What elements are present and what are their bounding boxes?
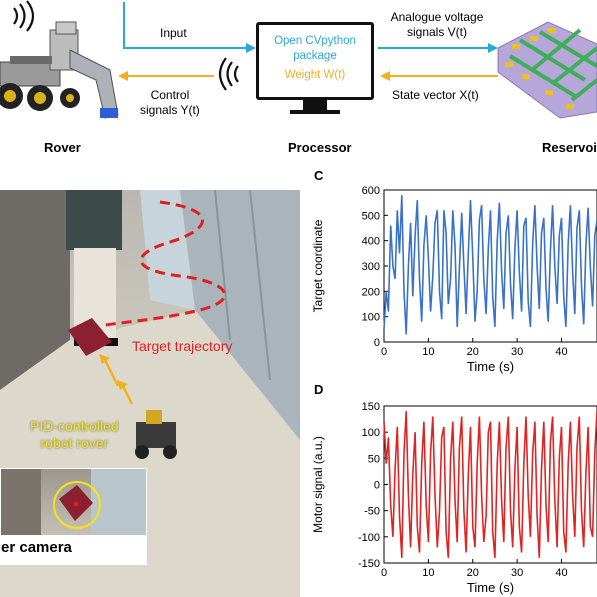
inset-scene bbox=[1, 469, 146, 564]
series-line bbox=[383, 411, 597, 558]
y-tick-label: 500 bbox=[362, 210, 380, 222]
series-line bbox=[383, 195, 597, 335]
processor-line1: Open CVpython bbox=[274, 35, 356, 47]
rover-camera-inset: er camera bbox=[0, 468, 147, 565]
state-vector-label: State vector X(t) bbox=[392, 88, 479, 102]
y-tick-label: 50 bbox=[368, 453, 380, 465]
x-tick-label: 0 bbox=[381, 346, 387, 358]
panel-letter-c: C bbox=[314, 168, 324, 183]
x-tick-label: 10 bbox=[422, 567, 434, 579]
y-tick-label: 0 bbox=[374, 480, 380, 492]
monitor-base bbox=[290, 110, 340, 114]
y-axis-label: Target coordinate bbox=[311, 219, 325, 312]
x-tick-label: 20 bbox=[467, 346, 479, 358]
y-tick-label: -150 bbox=[358, 558, 380, 570]
x-tick-label: 40 bbox=[555, 567, 567, 579]
y-tick-label: 100 bbox=[362, 312, 380, 324]
rover-illustration bbox=[0, 0, 119, 119]
control-label-line1: Control bbox=[150, 88, 190, 102]
analogue-label: Analogue voltage signals V(t) bbox=[384, 10, 490, 40]
processor-label: Processor bbox=[288, 140, 352, 155]
pid-line2: robot rover bbox=[40, 435, 109, 451]
control-label: Control signals Y(t) bbox=[140, 88, 200, 118]
y-tick-label: 300 bbox=[362, 261, 380, 273]
control-label-line2: signals Y(t) bbox=[140, 103, 200, 117]
camera-label: er camera bbox=[1, 539, 72, 556]
y-tick-label: 200 bbox=[362, 286, 380, 298]
monitor-stand bbox=[303, 100, 327, 110]
y-tick-label: 0 bbox=[374, 337, 380, 349]
target-trajectory-label: Target trajectory bbox=[132, 338, 233, 354]
analogue-line2: signals V(t) bbox=[406, 25, 468, 39]
y-axis-label: Motor signal (a.u.) bbox=[311, 436, 325, 533]
reservoir-label: Reservoi bbox=[542, 140, 597, 155]
processor-text: Open CVpython package Weight W(t) bbox=[258, 34, 372, 83]
x-tick-label: 30 bbox=[511, 567, 523, 579]
y-tick-label: 400 bbox=[362, 236, 380, 248]
x-tick-label: 30 bbox=[511, 346, 523, 358]
x-tick-label: 20 bbox=[467, 567, 479, 579]
chart-c: 0 100 200 300 400 500 600 0 10 20 30 40 Time (s) Targ… bbox=[311, 185, 597, 374]
processor-monitor bbox=[256, 22, 374, 100]
x-axis-label: Time (s) bbox=[467, 359, 514, 374]
y-tick-label: 150 bbox=[362, 401, 380, 413]
input-label: Input bbox=[160, 26, 187, 40]
analogue-line1: Analogue voltage bbox=[390, 10, 484, 24]
processor-weight: Weight W(t) bbox=[284, 69, 346, 81]
arrows-layer bbox=[118, 2, 597, 119]
processor-line2: package bbox=[293, 50, 337, 62]
x-tick-label: 10 bbox=[422, 346, 434, 358]
pid-line1: PID-controlled bbox=[30, 418, 119, 434]
y-tick-label: -50 bbox=[364, 506, 380, 518]
x-tick-label: 40 bbox=[555, 346, 567, 358]
panel-letter-d: D bbox=[314, 382, 324, 397]
x-tick-label: 0 bbox=[381, 567, 387, 579]
rover-label: Rover bbox=[44, 140, 81, 155]
y-tick-label: 100 bbox=[362, 427, 380, 439]
y-tick-label: -100 bbox=[358, 532, 380, 544]
pid-label: PID-controlled robot rover bbox=[30, 418, 119, 452]
x-axis-label: Time (s) bbox=[467, 580, 514, 595]
y-tick-label: 600 bbox=[362, 185, 380, 197]
